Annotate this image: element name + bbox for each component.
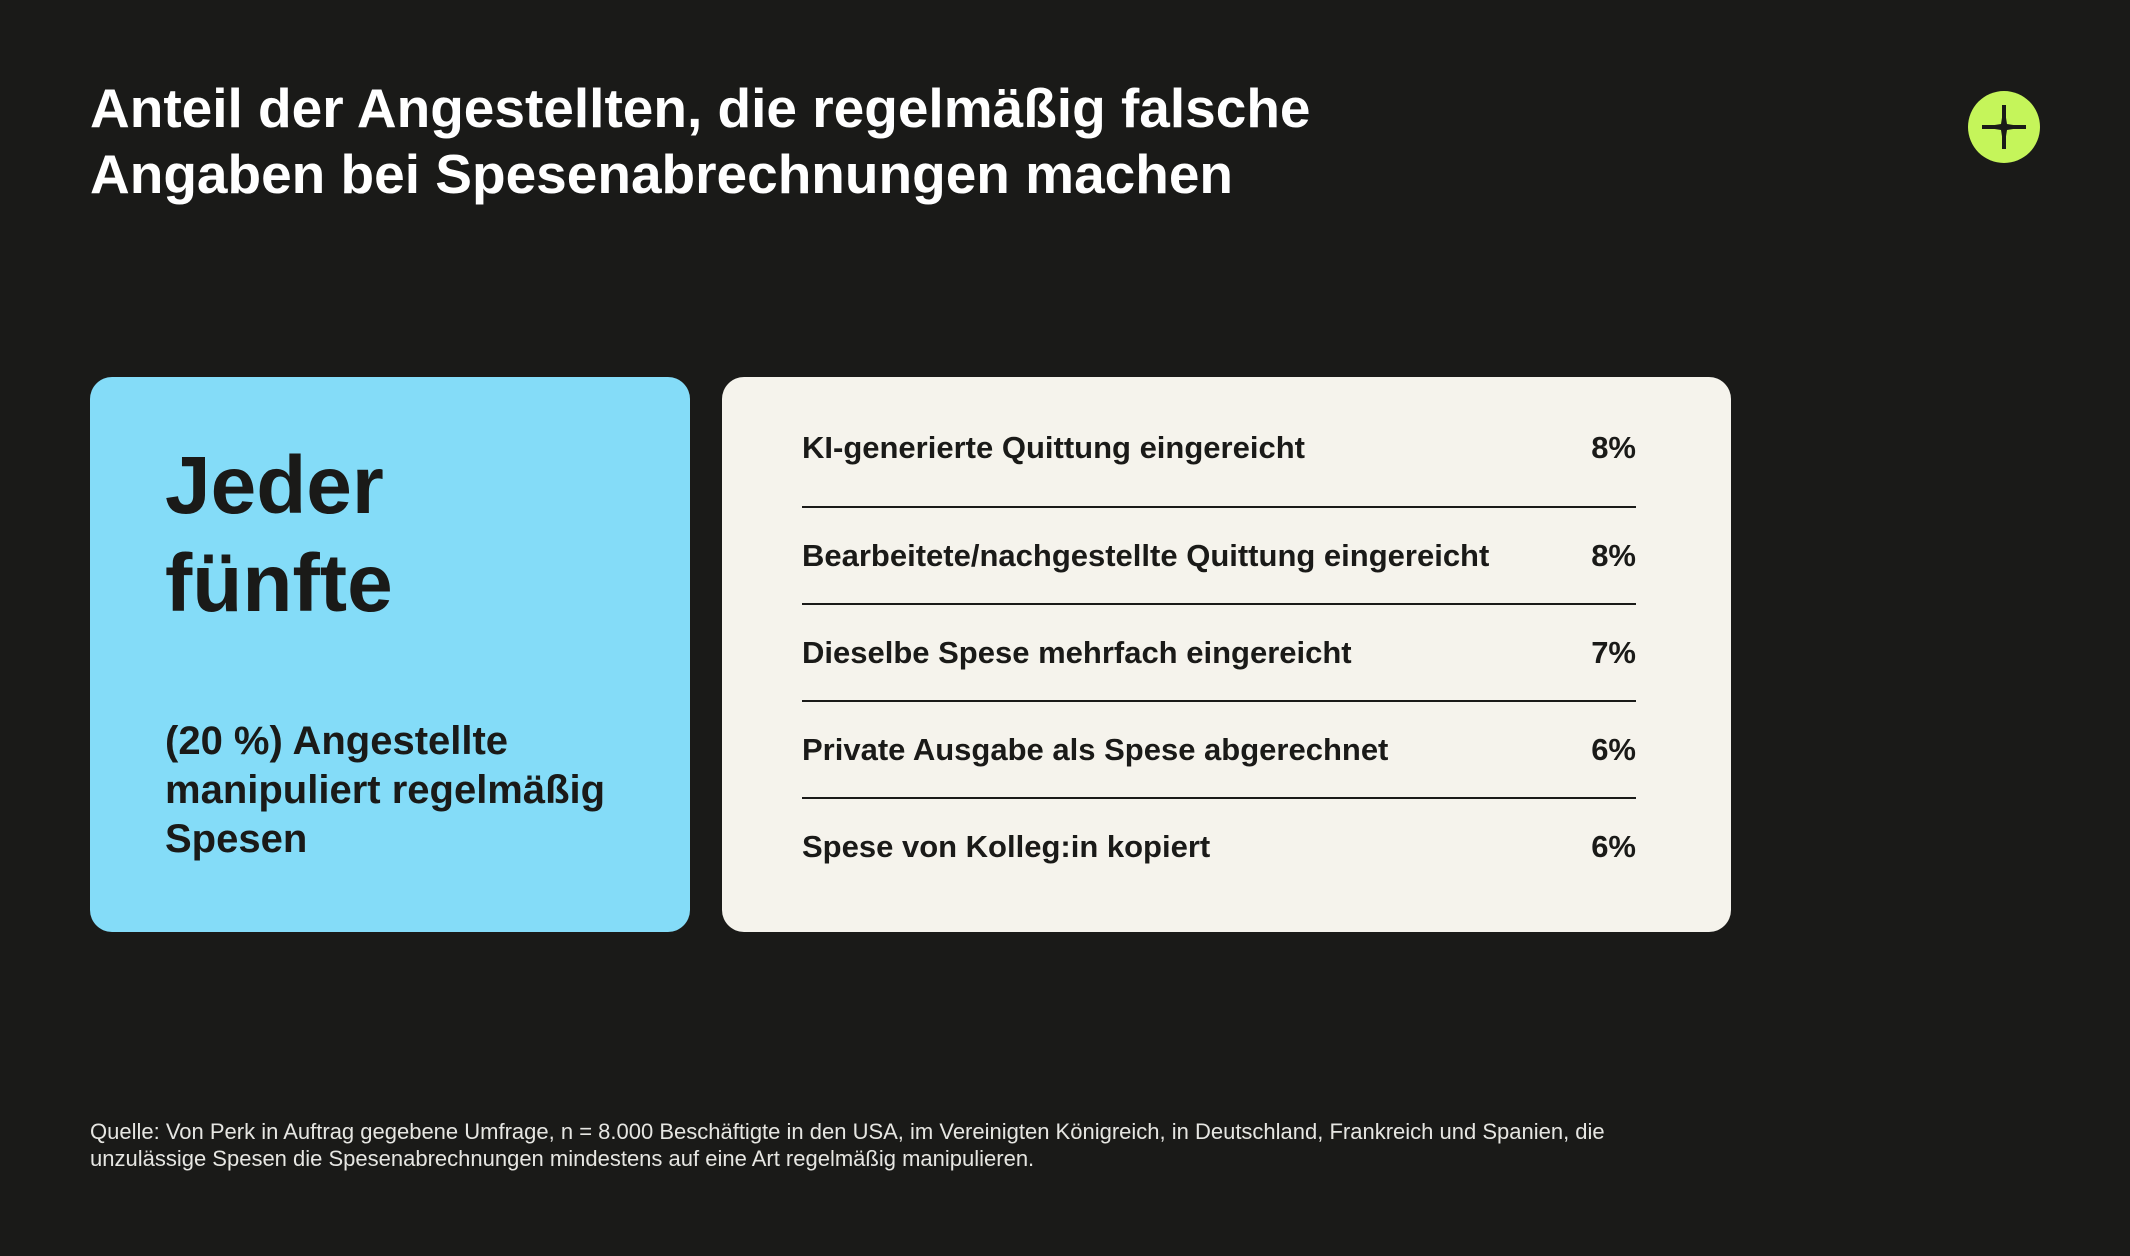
stats-list: KI-generierte Quittung eingereicht 8% Be… [802, 377, 1636, 894]
stat-value: 7% [1591, 634, 1636, 670]
stat-row: KI-generierte Quittung eingereicht 8% [802, 377, 1636, 508]
highlight-subtext-line-3: Spesen [165, 817, 308, 861]
stat-row: Spese von Kolleg:in kopiert 6% [802, 799, 1636, 894]
stat-label: Bearbeitete/nachgestellte Quittung einge… [802, 537, 1490, 573]
stats-card: KI-generierte Quittung eingereicht 8% Be… [722, 377, 1731, 932]
stat-label: Spese von Kolleg:in kopiert [802, 828, 1211, 864]
brand-logo [1968, 91, 2040, 163]
source-footnote: Quelle: Von Perk in Auftrag gegebene Umf… [90, 1118, 1850, 1172]
highlight-headline-line-1: Jeder [165, 440, 384, 531]
stat-value: 8% [1591, 537, 1636, 573]
highlight-subtext-line-2: manipuliert regelmäßig [165, 768, 606, 812]
highlight-headline-line-2: fünfte [165, 538, 393, 629]
title-line-1: Anteil der Angestellten, die regelmäßig … [90, 77, 1311, 139]
highlight-card: Jeder fünfte (20 %) Angestellte manipuli… [90, 377, 690, 932]
footnote-line-2: unzulässige Spesen die Spesenabrechnunge… [90, 1146, 1035, 1171]
highlight-subtext: (20 %) Angestellte manipuliert regelmäßi… [165, 717, 675, 864]
highlight-headline: Jeder fünfte [165, 437, 665, 633]
stat-label: Private Ausgabe als Spese abgerechnet [802, 731, 1389, 767]
stat-value: 8% [1591, 429, 1636, 465]
stat-label: KI-generierte Quittung eingereicht [802, 429, 1305, 465]
plus-cross-icon [1982, 105, 2026, 149]
stat-row: Dieselbe Spese mehrfach eingereicht 7% [802, 605, 1636, 702]
footnote-line-1: Quelle: Von Perk in Auftrag gegebene Umf… [90, 1119, 1605, 1144]
stat-label: Dieselbe Spese mehrfach eingereicht [802, 634, 1352, 670]
title-line-2: Angaben bei Spesenabrechnungen machen [90, 143, 1234, 205]
stat-value: 6% [1591, 828, 1636, 864]
highlight-subtext-line-1: (20 %) Angestellte [165, 719, 509, 763]
page-title: Anteil der Angestellten, die regelmäßig … [90, 75, 1490, 207]
stat-row: Private Ausgabe als Spese abgerechnet 6% [802, 702, 1636, 799]
stat-row: Bearbeitete/nachgestellte Quittung einge… [802, 508, 1636, 605]
stat-value: 6% [1591, 731, 1636, 767]
